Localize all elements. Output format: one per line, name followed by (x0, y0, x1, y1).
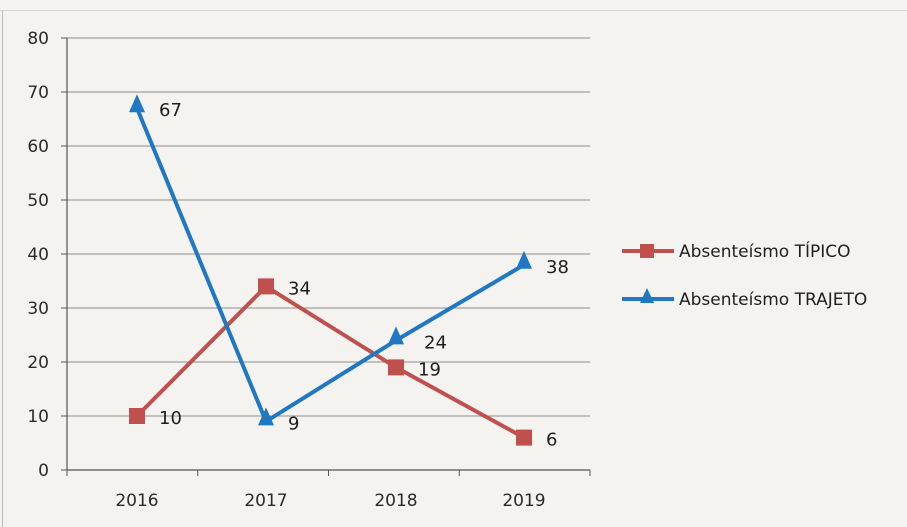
data-labels: 10 34 19 6 67 9 24 38 (159, 100, 569, 450)
legend-marker-triangle (640, 288, 654, 303)
x-tick-label: 2017 (244, 491, 287, 511)
y-tick-label: 20 (27, 353, 49, 373)
data-label: 9 (288, 413, 299, 434)
gridlines (67, 37, 590, 417)
x-tick-label: 2018 (374, 491, 417, 511)
legend-label-2: Absenteísmo TRAJETO (679, 290, 867, 310)
y-tick-label: 40 (27, 245, 49, 265)
data-point-marker (388, 326, 404, 345)
y-tick-label: 70 (27, 83, 49, 103)
y-tick-label: 10 (27, 407, 49, 427)
data-label: 24 (424, 332, 447, 353)
data-point-marker (388, 359, 404, 376)
data-label: 6 (546, 430, 557, 451)
data-point-marker (516, 429, 532, 446)
legend: Absenteísmo TÍPICO Absenteísmo TRAJETO (622, 240, 867, 310)
x-tick-label: 2016 (115, 491, 158, 511)
data-point-marker (129, 94, 145, 113)
y-tick-label: 80 (27, 29, 49, 49)
legend-label-1: Absenteísmo TÍPICO (679, 240, 851, 262)
y-tick-label: 60 (27, 137, 49, 157)
y-tick-label: 50 (27, 191, 49, 211)
legend-marker-square (640, 244, 654, 258)
data-label: 19 (418, 359, 441, 380)
y-tick-label: 30 (27, 299, 49, 319)
data-point-marker (258, 407, 274, 426)
series-line-2 (135, 107, 526, 424)
data-label: 38 (546, 257, 569, 278)
data-point-marker (258, 278, 274, 295)
axes: 0 10 20 30 40 50 60 70 80 2016 2017 2018 2019 (27, 29, 591, 511)
data-label: 10 (159, 408, 182, 429)
series-lines (129, 94, 532, 446)
y-tick-label: 0 (38, 461, 49, 481)
data-point-marker (516, 250, 532, 269)
data-label: 34 (288, 278, 311, 299)
series-line-1 (135, 284, 525, 440)
data-point-marker (129, 408, 145, 424)
x-tick-label: 2019 (502, 491, 545, 511)
data-label: 67 (159, 100, 182, 121)
